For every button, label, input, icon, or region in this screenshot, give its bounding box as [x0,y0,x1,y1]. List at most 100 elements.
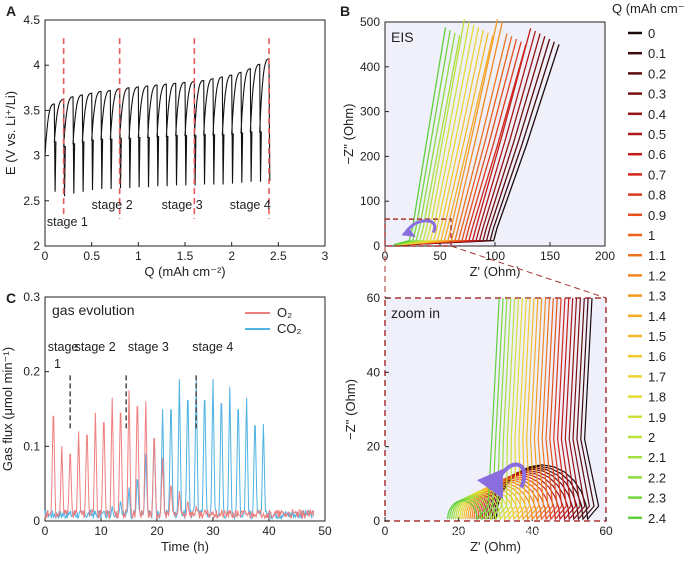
x-tick-label: 2.5 [270,249,287,263]
legend-label: 0.7 [648,167,666,182]
panel-title: gas evolution [52,302,135,318]
legend-label: 1.3 [648,289,666,304]
y-tick-label: 60 [367,291,381,305]
stage-label: stage 2 [92,198,133,212]
y-tick-label: 0 [373,514,380,528]
legend-label: 1.2 [648,268,666,283]
y-tick-label: 40 [367,365,381,379]
legend-label: 2 [648,430,655,445]
y-tick-label: 3.5 [23,103,40,117]
zoom-series-line [459,297,523,521]
legend-label: 0.1 [648,46,666,61]
y-tick-label: 2 [33,239,40,253]
x-tick-label: 150 [540,249,560,263]
x-tick-label: 200 [595,249,615,263]
y-tick-label: 4 [33,58,40,72]
x-axis-label: Q (mAh cm⁻²) [144,264,225,279]
x-axis-label: Z' (Ohm) [470,539,521,554]
legend-label: 1.4 [648,309,666,324]
y-axis-label: Gas flux (μmol min⁻¹) [0,347,15,471]
zoom-series-line [473,297,551,521]
y-tick-label: 0.2 [23,365,40,379]
legend-label: 0.9 [648,208,666,223]
y-tick-label: 200 [360,149,380,163]
legend-label: 0.4 [648,107,666,122]
panel-b-zoom: 0 20 40 60 0 20 40 60 Z' (Ohm) −Z'' (Ohm) zoom in [343,291,613,554]
x-tick-label: 40 [262,524,276,538]
legend-label: 1.5 [648,329,666,344]
x-tick-label: 0.5 [83,249,100,263]
x-tick-label: 1 [135,249,142,263]
x-tick-label: 40 [526,524,540,538]
legend-label: CO₂ [277,321,302,336]
y-tick-label: 400 [360,60,380,74]
x-tick-label: 20 [452,524,466,538]
zoom-series-line [457,297,520,521]
trend-arrow-head [477,468,503,499]
y-tick-label: 3 [33,149,40,163]
legend-label: 2.2 [648,470,666,485]
x-tick-label: 50 [433,249,447,263]
legend-label: 0.8 [648,188,666,203]
x-tick-label: 20 [150,524,164,538]
stage-label: stage [48,340,79,354]
x-tick-label: 1.5 [177,249,194,263]
y-tick-label: 20 [367,440,381,454]
panel-c: 0 10 20 30 40 50 0 0.1 0.2 0.3 Time (h) Gas flux (μ… [0,290,332,554]
zoom-series-line [455,297,516,521]
y-tick-label: 0 [373,239,380,253]
legend-label: 1.9 [648,410,666,425]
x-tick-label: 2 [228,249,235,263]
x-tick-label: 0 [42,524,49,538]
legend-label: O₂ [277,305,292,320]
y-tick-label: 0 [33,514,40,528]
zoom-connector [450,245,607,299]
legend-label: 0.3 [648,87,666,102]
x-tick-label: 3 [322,249,329,263]
legend-label: 0.5 [648,127,666,142]
trend-arrow-head [401,227,416,238]
legend-q: Q (mAh cm⁻²) 0 0.1 0.2 0.3 0.4 0.5 0.6 0.7 0.8 0.9… [612,1,685,526]
legend-label: 1.8 [648,390,666,405]
axes-frame [384,297,607,522]
y-axis-label: −Z'' (Ohm) [341,104,356,165]
zoom-series-line [469,297,543,521]
watermark: 公众号·知识加速器成果设计 [400,528,560,543]
zoom-series-line [449,297,504,521]
zoom-series-line [447,297,500,521]
legend-label: 1.1 [648,248,666,263]
panel-title: zoom in [391,305,440,321]
x-axis-label: Z' (Ohm) [470,264,521,279]
panel-a: 0 0.5 1 1.5 2 2.5 3 2 2.5 3 3.5 4 4.5 Q (mAh cm⁻²) E (… [3,3,329,279]
y-tick-label: 300 [360,105,380,119]
y-axis-label: E (V vs. Li⁺/Li) [3,91,18,175]
legend-label: 2.3 [648,491,666,506]
stage-label: stage 1 [47,215,88,229]
legend-title: Q (mAh cm⁻²) [612,1,685,16]
legend-label: 1 [648,228,655,243]
stage-label: stage 3 [162,198,203,212]
y-tick-label: 0.3 [23,290,40,304]
legend-label: 2.1 [648,450,666,465]
y-tick-label: 500 [360,15,380,29]
stage-label: stage 2 [75,340,116,354]
legend-label: 1.6 [648,349,666,364]
legend-label: 0.6 [648,147,666,162]
legend-label: 2.4 [648,511,666,526]
x-tick-label: 0 [382,524,389,538]
axes-frame [44,296,326,522]
o2-series-line [44,390,315,520]
legend-label: 0.2 [648,66,666,81]
y-tick-label: 2.5 [23,194,40,208]
eis-series-line [393,27,447,246]
zoom-series-line [495,297,600,521]
y-tick-label: 100 [360,194,380,208]
x-tick-label: 0 [42,249,49,263]
stage-label: stage 4 [230,198,271,212]
x-axis-label: Time (h) [161,539,209,554]
stage-label: stage 3 [128,340,169,354]
stage-label: stage 4 [192,340,233,354]
panel-b: 0501001502000100200300400500Z' (Ohm)−Z''… [340,3,615,299]
x-tick-label: 60 [599,524,613,538]
